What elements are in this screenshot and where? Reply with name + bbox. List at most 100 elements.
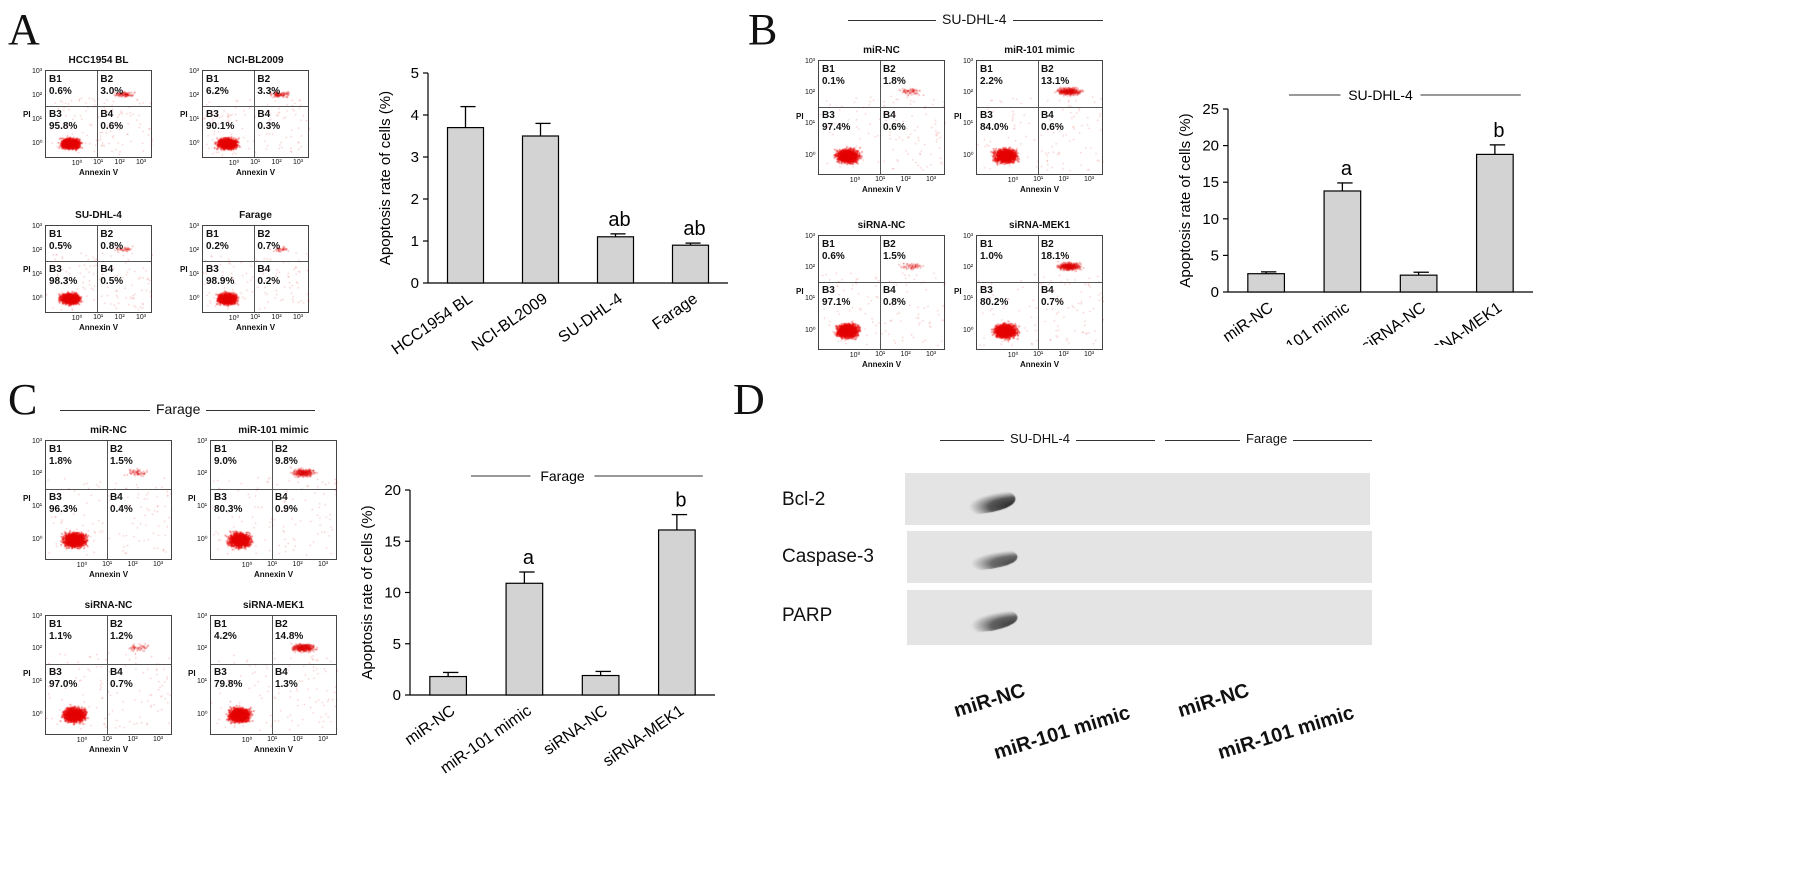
quadrant-b2: B2 14.8% <box>274 619 304 642</box>
quadrant-b3: B3 90.1% <box>206 109 235 132</box>
quadrant-divider-horizontal <box>46 261 151 263</box>
bar <box>505 582 544 696</box>
y-tick-label: 0 <box>393 687 401 704</box>
flow-y-tick: 10³ <box>197 613 208 620</box>
flow-plot-nci-bl2009: B1 6.2% B2 3.3% B3 90.1% B4 0.3% <box>202 70 310 159</box>
flow-y-tick: 10⁰ <box>32 140 43 148</box>
y-tick-label: 10 <box>1202 211 1219 228</box>
y-tick-label: 5 <box>411 65 419 82</box>
quadrant-b4: B4 0.2% <box>257 264 281 287</box>
flow-y-tick: 10¹ <box>32 502 43 510</box>
flow-title-b-sirna-mek1: siRNA-MEK1 <box>1008 220 1071 231</box>
flow-x-tick: 10⁰ <box>241 737 253 744</box>
flow-plot-b-sirna-nc: B1 0.6% B2 1.5% B3 97.1% B4 0.8% <box>818 235 946 351</box>
flow-y-tick: 10² <box>963 89 974 97</box>
quadrant-b2: B2 1.5% <box>882 239 906 262</box>
significance-label: a <box>1341 158 1353 180</box>
flow-y-tick: 10² <box>32 470 43 478</box>
panel-letter-a: A <box>8 5 40 54</box>
flow-y-tick: 10¹ <box>197 502 208 510</box>
flow-x-tick: 10² <box>271 314 282 321</box>
quadrant-divider-horizontal <box>46 489 171 490</box>
flow-y-tick: 10¹ <box>32 270 43 278</box>
group-label-b: SU-DHL-4 <box>936 11 1013 27</box>
flow-x-tick: 10³ <box>1083 351 1095 358</box>
quadrant-divider-horizontal <box>977 107 1102 108</box>
bar-chart-c: 0 5 10 15 20 Apoptosis rate of cells (%) Farag… <box>360 470 715 777</box>
flow-y-tick: 10³ <box>32 438 43 445</box>
quadrant-b1: B1 6.2% <box>206 74 229 97</box>
flow-y-tick: 10² <box>963 264 974 272</box>
flow-x-axis-label: Annexin V <box>1019 185 1060 194</box>
flow-y-tick: 10² <box>805 264 816 272</box>
flow-y-tick: 10⁰ <box>805 327 816 335</box>
flow-x-axis-label: Annexin V <box>88 745 129 754</box>
bar <box>446 126 485 284</box>
flow-y-tick: 10³ <box>32 223 43 230</box>
flow-x-tick: 10³ <box>135 314 147 321</box>
quadrant-b2: B2 1.5% <box>109 444 133 467</box>
quadrant-divider-horizontal <box>211 664 336 665</box>
flow-x-tick: 10³ <box>152 561 164 568</box>
flow-y-tick: 10¹ <box>805 120 816 128</box>
bar <box>657 529 696 696</box>
quadrant-divider-horizontal <box>819 107 944 108</box>
significance-label: b <box>675 490 686 512</box>
quadrant-divider-vertical <box>97 226 99 312</box>
quadrant-b1: B1 0.6% <box>49 74 72 97</box>
quadrant-b2: B2 3.0% <box>100 74 124 97</box>
flow-x-tick: 10⁰ <box>76 562 88 569</box>
flow-y-axis-label: PI <box>954 111 962 121</box>
quadrant-b1: B1 0.2% <box>206 229 229 252</box>
flow-x-tick: 10¹ <box>250 159 261 166</box>
flow-y-tick: 10² <box>32 91 43 99</box>
flow-title-c-sirna-nc: siRNA-NC <box>84 600 133 611</box>
flow-x-tick: 10² <box>1058 351 1069 358</box>
flow-y-tick: 10⁰ <box>963 152 974 160</box>
x-tick-label: HCC1954 BL <box>389 290 476 358</box>
y-tick-label: 4 <box>411 107 419 124</box>
flow-x-tick: 10² <box>127 561 138 568</box>
flow-y-tick: 10⁰ <box>32 711 43 719</box>
flow-y-axis-label: PI <box>796 111 804 121</box>
flow-x-tick: 10² <box>1058 176 1069 183</box>
flow-y-axis-label: PI <box>23 494 31 503</box>
flow-plot-c-sirna-mek1: B1 4.2% B2 14.8% B3 79.8% B4 1.3% <box>210 615 338 736</box>
flow-x-tick: 10⁰ <box>71 160 83 167</box>
bar <box>581 674 620 696</box>
flow-y-axis-label: PI <box>180 109 188 119</box>
quadrant-b2: B2 18.1% <box>1040 239 1070 262</box>
blot-row-label-bcl2: Bcl-2 <box>782 489 826 510</box>
quadrant-b1: B1 1.1% <box>49 619 72 642</box>
flow-x-axis-label: Annexin V <box>253 570 294 579</box>
quadrant-divider-horizontal <box>203 261 308 263</box>
flow-title-hcc1954: HCC1954 BL <box>68 55 129 66</box>
quadrant-b3: B3 96.3% <box>49 492 78 515</box>
quadrant-b1: B1 0.5% <box>49 229 72 252</box>
y-tick-label: 15 <box>1202 174 1219 191</box>
blot-strip-caspase3 <box>907 531 1372 583</box>
blot-group-label-2: Farage <box>1240 431 1294 446</box>
quadrant-b3: B3 98.9% <box>206 264 235 287</box>
flow-dots <box>46 71 153 159</box>
flow-x-tick: 10² <box>292 736 303 743</box>
quadrant-b1: B1 0.6% <box>822 239 845 262</box>
flow-title-c-mir-nc: miR-NC <box>90 425 127 436</box>
quadrant-b3: B3 80.3% <box>214 492 243 515</box>
quadrant-b4: B4 0.6% <box>100 109 124 132</box>
flow-dots <box>46 226 153 314</box>
significance-label: a <box>523 547 535 569</box>
y-tick-label: 15 <box>384 533 401 550</box>
flow-y-tick: 10³ <box>963 233 974 240</box>
flow-y-tick: 10¹ <box>197 677 208 685</box>
y-tick-label: 1 <box>411 233 419 250</box>
quadrant-b3: B3 84.0% <box>980 110 1009 133</box>
quadrant-divider-vertical <box>1037 236 1039 349</box>
flow-x-tick: 10² <box>292 561 303 568</box>
flow-title-c-mir-101: miR-101 mimic <box>238 425 309 436</box>
quadrant-b4: B4 1.3% <box>274 667 298 690</box>
y-tick-label: 5 <box>393 636 401 653</box>
quadrant-divider-horizontal <box>46 106 151 108</box>
flow-x-tick: 10² <box>127 736 138 743</box>
flow-y-tick: 10² <box>189 91 200 99</box>
